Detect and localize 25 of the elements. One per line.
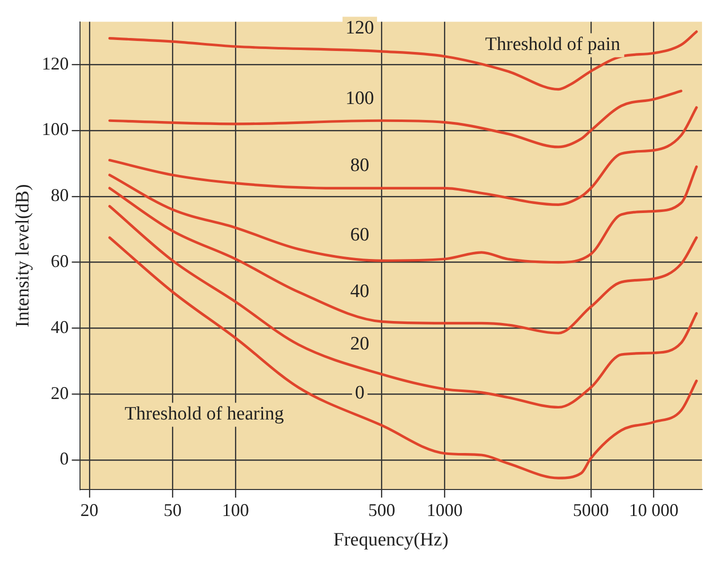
series-label: 100 bbox=[346, 88, 374, 110]
x-tick-label: 500 bbox=[368, 500, 396, 520]
annotation: Threshold of hearing bbox=[124, 404, 284, 425]
x-tick-label: 100 bbox=[222, 500, 250, 520]
y-tick-label: 100 bbox=[42, 119, 69, 140]
y-axis-title: Intensity level(dB) bbox=[12, 184, 34, 328]
y-tick-label: 80 bbox=[50, 185, 69, 206]
x-axis-title: Frequency(Hz) bbox=[333, 530, 448, 551]
series-label: 60 bbox=[350, 224, 370, 246]
series-label: 120 bbox=[346, 18, 374, 39]
annotation: Threshold of pain bbox=[485, 34, 621, 56]
x-tick-label: 50 bbox=[164, 500, 182, 520]
y-tick-label: 0 bbox=[60, 448, 69, 469]
series-label: 40 bbox=[350, 280, 370, 302]
x-tick-label: 1000 bbox=[426, 500, 463, 520]
y-tick-label: 40 bbox=[50, 316, 69, 337]
series-label: 0 bbox=[355, 382, 365, 404]
x-tick-label: 5000 bbox=[572, 500, 609, 520]
series-label: 80 bbox=[350, 155, 370, 176]
y-tick-label: 20 bbox=[50, 382, 69, 403]
x-tick-label: 10 000 bbox=[629, 500, 679, 520]
x-tick-label: 20 bbox=[80, 500, 98, 520]
y-tick-label: 120 bbox=[42, 53, 69, 74]
y-tick-label: 60 bbox=[50, 251, 69, 272]
series-label: 20 bbox=[350, 333, 370, 354]
